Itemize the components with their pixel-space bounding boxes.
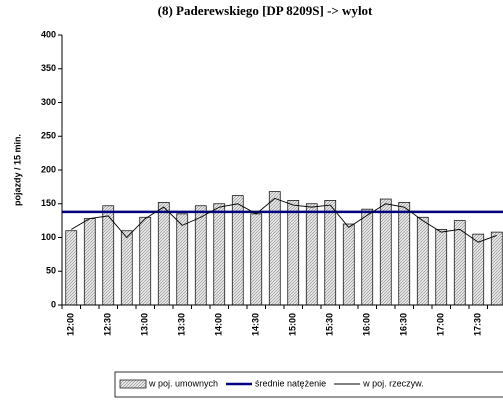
chart-title: (8) Paderewskiego [DP 8209S] -> wylot [158,3,373,18]
x-tick-label: 14:30 [251,313,261,336]
line [71,197,497,243]
bar [120,230,133,306]
y-tick-label: 150 [41,198,56,208]
bar [379,198,392,306]
legend-label: w poj. rzeczyw. [362,378,424,388]
bar [342,223,355,306]
x-tick-label: 14:00 [214,313,224,336]
legend-swatch [119,379,147,389]
bar [157,202,170,306]
bar [83,218,96,306]
x-tick-label: 12:00 [66,313,76,336]
x-tick-label: 16:30 [399,313,409,336]
legend-label: średnie natężenie [255,378,326,388]
y-tick-label: 250 [41,131,56,141]
x-tick-label: 13:00 [140,313,150,336]
bar [139,216,152,306]
bar [490,231,503,306]
y-tick-label: 300 [41,97,56,107]
y-tick-label: 350 [41,63,56,73]
x-tick-label: 15:00 [288,313,298,336]
x-tick-label: 17:30 [473,313,483,336]
bar [398,202,411,306]
y-tick-label: 200 [41,164,56,174]
x-tick-label: 13:30 [177,313,187,336]
bar [305,203,318,306]
bar [213,203,226,306]
bar [287,200,300,306]
bar [435,229,448,306]
bar [176,213,189,306]
y-axis-title: pojazdy / 15 min. [12,134,22,206]
bar [250,213,263,306]
x-tick-label: 12:30 [103,313,113,336]
y-tick-label: 100 [41,232,56,242]
y-tick-label: 0 [51,299,56,309]
bar [416,216,429,306]
legend-box [114,371,503,398]
legend-label: w poj. umownych [148,378,218,388]
bar [361,208,374,306]
x-tick-label: 15:30 [325,313,335,336]
y-tick-label: 50 [46,266,56,276]
bar [453,220,466,306]
bar [268,191,281,306]
bar [324,200,337,306]
bar [65,230,78,306]
bar [472,233,485,306]
bar [194,205,207,306]
y-tick-label: 400 [41,29,56,39]
x-tick-label: 17:00 [436,313,446,336]
x-tick-label: 16:00 [362,313,372,336]
